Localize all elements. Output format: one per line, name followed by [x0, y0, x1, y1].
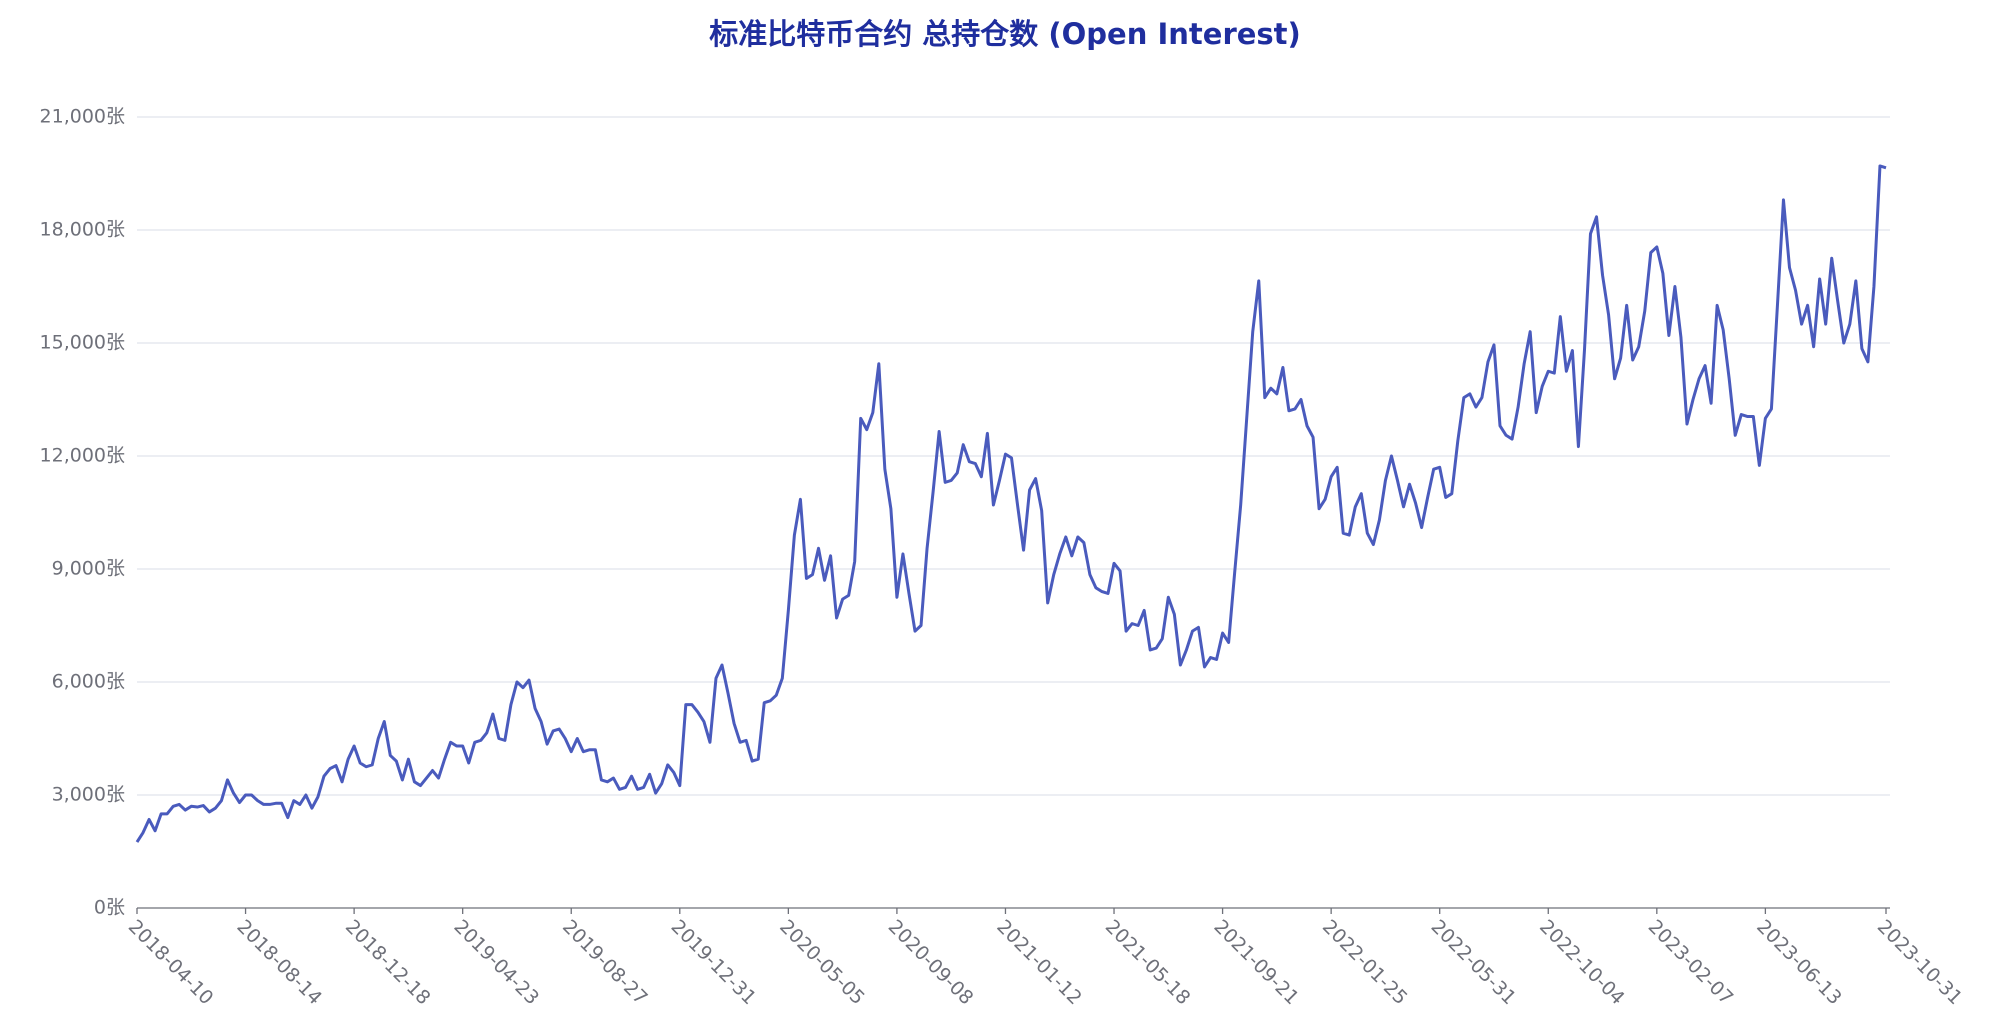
y-tick-label: 15,000张 — [40, 332, 125, 354]
y-tick-label: 12,000张 — [40, 445, 125, 467]
y-tick-label: 21,000张 — [40, 106, 125, 128]
x-tick-label: 2022-05-31 — [1427, 916, 1521, 1010]
y-tick-label: 6,000张 — [52, 671, 125, 693]
data-line — [135, 164, 1887, 843]
x-tick-label: 2019-12-31 — [667, 916, 761, 1010]
x-tick-label: 2021-01-12 — [992, 916, 1086, 1010]
y-tick-label: 3,000张 — [52, 784, 125, 806]
x-tick-label: 2023-10-31 — [1873, 916, 1967, 1010]
y-tick-label: 18,000张 — [40, 219, 125, 241]
y-tick-label: 0张 — [94, 897, 125, 919]
x-tick-label: 2018-08-14 — [232, 916, 326, 1010]
x-tick-label: 2022-01-25 — [1318, 916, 1412, 1010]
chart-title: 标准比特币合约 总持仓数 (Open Interest) — [709, 17, 1301, 51]
x-tick-label: 2019-04-23 — [450, 916, 544, 1010]
y-tick-label: 9,000张 — [52, 558, 125, 580]
x-tick-label: 2020-05-05 — [775, 916, 869, 1010]
x-tick-label: 2019-08-27 — [558, 916, 652, 1010]
x-tick-label: 2018-04-10 — [124, 916, 218, 1010]
x-tick-label: 2018-12-18 — [341, 916, 435, 1010]
x-tick-label: 2022-10-04 — [1535, 916, 1629, 1010]
x-tick-label: 2023-06-13 — [1752, 916, 1846, 1010]
x-tick-label: 2023-02-07 — [1644, 916, 1738, 1010]
x-tick-label: 2020-09-08 — [884, 916, 978, 1010]
x-tick-label: 2021-05-18 — [1101, 916, 1195, 1010]
x-tick-label: 2021-09-21 — [1209, 916, 1303, 1010]
